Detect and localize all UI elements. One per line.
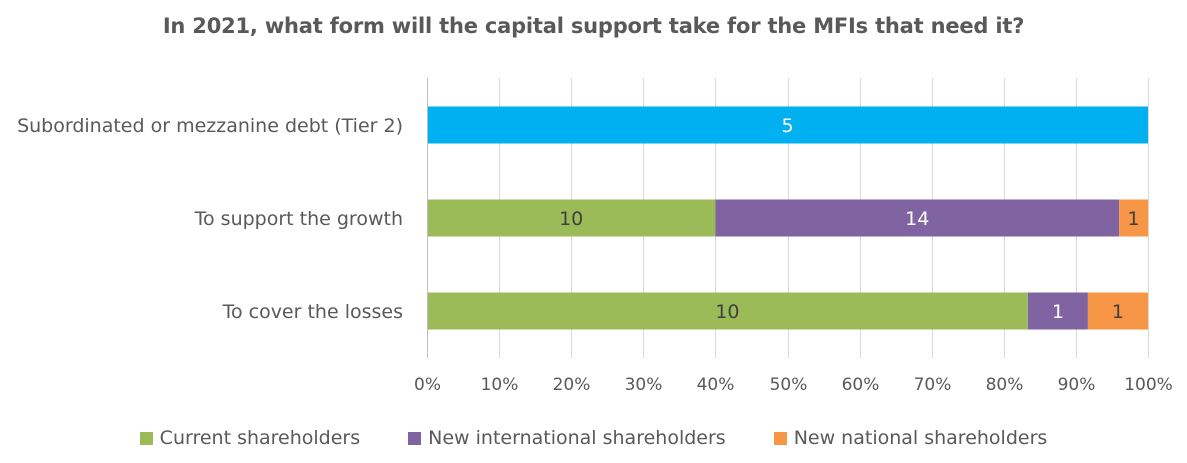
x-tick-label: 80% [986, 375, 1024, 395]
data-label: 1 [1112, 301, 1124, 323]
bar-segment [1119, 199, 1148, 237]
bar-segment [427, 292, 1028, 330]
legend-item: Current shareholders [139, 427, 361, 449]
data-label: 14 [905, 208, 929, 230]
bar-segment [427, 106, 1148, 144]
data-label: 1 [1128, 208, 1140, 230]
x-tick-label: 90% [1058, 375, 1096, 395]
chart-title: In 2021, what form will the capital supp… [162, 14, 1025, 38]
x-tick-label: 10% [481, 375, 519, 395]
x-tick-label: 100% [1124, 375, 1173, 395]
bar-segment [715, 199, 1120, 237]
data-label: 10 [559, 208, 583, 230]
category-label: To support the growth [194, 208, 403, 230]
legend-item: New national shareholders [773, 427, 1048, 449]
x-tick-label: 20% [553, 375, 591, 395]
data-label: 5 [781, 115, 793, 137]
category-label: Subordinated or mezzanine debt (Tier 2) [17, 115, 403, 137]
legend-swatch [773, 431, 787, 445]
x-tick-label: 40% [697, 375, 735, 395]
legend-swatch [408, 431, 422, 445]
x-tick-label: 60% [842, 375, 880, 395]
bar-segment [1027, 292, 1088, 330]
legend-label: Current shareholders [159, 427, 361, 449]
legend-label: New international shareholders [428, 427, 726, 449]
x-tick-label: 0% [414, 375, 441, 395]
legend: Current shareholders New international sh… [0, 424, 1187, 452]
legend-item: New international shareholders [408, 427, 726, 449]
bar-segment [427, 199, 716, 237]
plot-area: 0% 10% 20% 30% 40% 50% 60% 70% 80% 90% 100% Subordi… [17, 78, 1173, 395]
x-tick-label: 70% [914, 375, 952, 395]
category-label: To cover the losses [222, 301, 403, 323]
bar-segment [1087, 292, 1148, 330]
x-tick-label: 50% [770, 375, 808, 395]
data-label: 1 [1052, 301, 1064, 323]
legend-swatch [139, 431, 153, 445]
data-label: 10 [715, 301, 739, 323]
legend-label: New national shareholders [793, 427, 1048, 449]
x-tick-label: 30% [625, 375, 663, 395]
